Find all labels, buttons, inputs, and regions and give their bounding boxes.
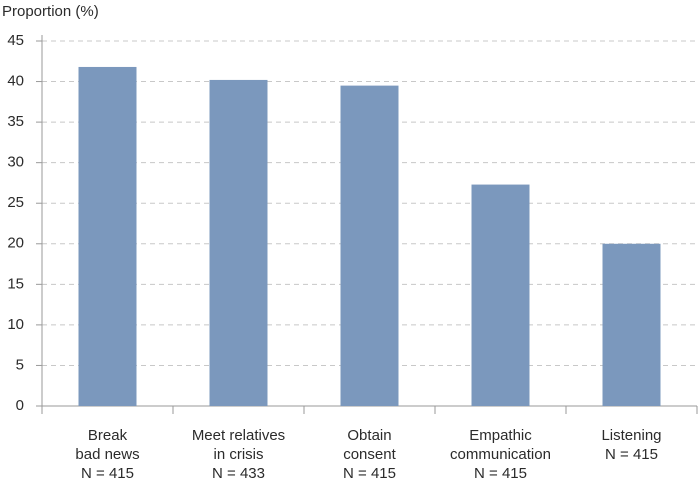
- x-tick-label: in crisis: [213, 446, 263, 463]
- x-tick-label: Empathic: [469, 427, 532, 444]
- bar: [209, 79, 268, 406]
- y-tick-label: 20: [7, 235, 24, 252]
- bar: [340, 85, 399, 406]
- x-tick-label: N = 415: [605, 446, 658, 463]
- x-tick-label: bad news: [75, 446, 139, 463]
- y-tick-label: 10: [7, 316, 24, 333]
- x-tick-label: Meet relatives: [192, 427, 285, 444]
- x-tick-label: N = 415: [81, 465, 134, 482]
- y-tick-label: 25: [7, 194, 24, 211]
- bar: [471, 184, 530, 406]
- y-axis-label: Proportion (%): [2, 3, 99, 20]
- bar: [602, 243, 661, 406]
- x-tick-label: Break: [88, 427, 128, 444]
- y-tick-label: 45: [7, 32, 24, 49]
- y-tick-label: 5: [16, 356, 24, 373]
- y-tick-label: 40: [7, 73, 24, 90]
- bar: [78, 66, 137, 406]
- y-tick-label: 15: [7, 275, 24, 292]
- x-tick-label: N = 433: [212, 465, 265, 482]
- x-tick-label: communication: [450, 446, 551, 463]
- x-tick-label: consent: [343, 446, 396, 463]
- x-tick-label: Obtain: [347, 427, 391, 444]
- x-tick-label: N = 415: [474, 465, 527, 482]
- y-tick-label: 30: [7, 154, 24, 171]
- x-tick-label: Listening: [601, 427, 661, 444]
- y-tick-label: 35: [7, 113, 24, 130]
- x-tick-label: N = 415: [343, 465, 396, 482]
- y-tick-label: 0: [16, 397, 24, 414]
